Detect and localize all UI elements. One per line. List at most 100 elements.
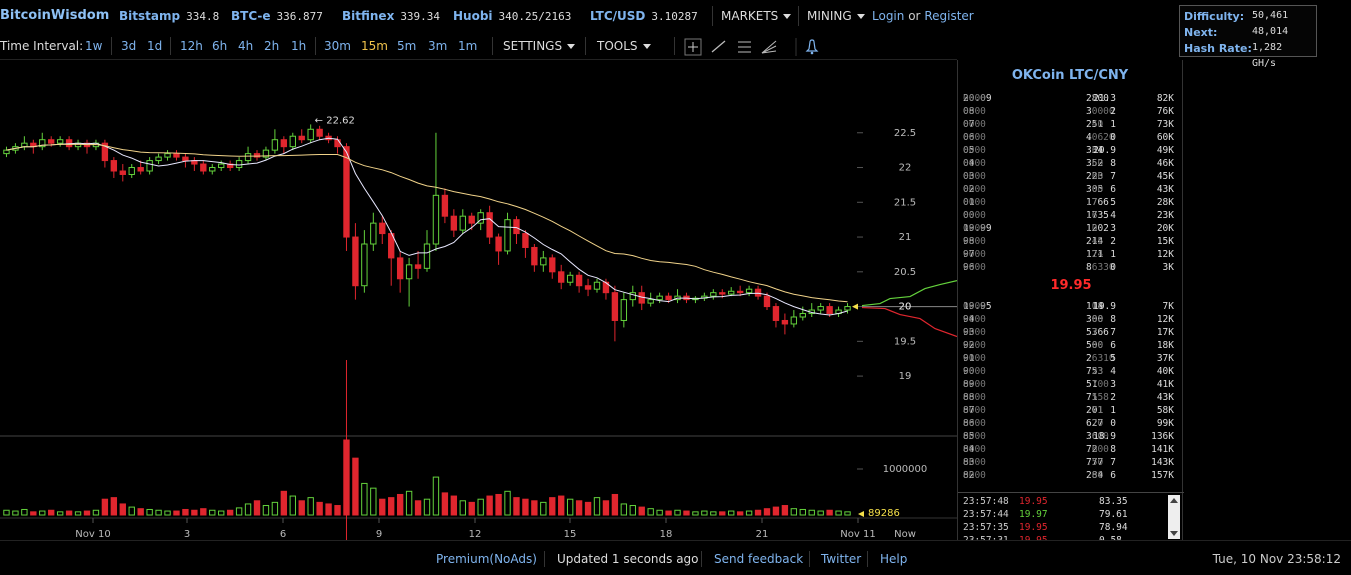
- bid-row[interactable]: 93 0000 5366.7 7 17K: [963, 327, 1174, 338]
- bid-row[interactable]: 83 0000 777.50 7 143K: [963, 457, 1174, 468]
- ask-row[interactable]: 19.99 0000 1202.0 3 20K: [963, 223, 1174, 234]
- tools-menu[interactable]: TOOLS: [597, 39, 651, 53]
- site-logo[interactable]: BitcoinWisdom: [0, 8, 110, 23]
- recent-trades[interactable]: 23:57:48 19.95 83.35 23:57:44 19.97 79.61 23:5…: [958, 492, 1184, 540]
- candle-body: [495, 236, 502, 252]
- bid-row[interactable]: 92 0000 500.80 6 18K: [963, 340, 1174, 351]
- interval-6h[interactable]: 6h: [212, 39, 228, 53]
- interval-4h[interactable]: 4h: [238, 39, 254, 53]
- ask-row[interactable]: 06 0000 4.0620 0 60K: [963, 132, 1174, 143]
- bid-row[interactable]: 82 0000 284.60 6 157K: [963, 470, 1174, 481]
- markets-menu[interactable]: MARKETS: [721, 9, 792, 23]
- interval-3m[interactable]: 3m: [428, 39, 448, 53]
- ask-row[interactable]: 08 0000 3.0000 2 76K: [963, 106, 1174, 117]
- volume-bar: [575, 500, 583, 516]
- volume-bar: [495, 493, 502, 516]
- help-link[interactable]: Help: [880, 552, 908, 566]
- ask-row[interactable]: 04 0000 352.60 8 46K: [963, 158, 1174, 169]
- ticker-huobi[interactable]: Huobi 340.25/2163: [453, 9, 572, 23]
- price-tick-label: 22: [899, 163, 912, 174]
- volume-bar: [414, 500, 422, 516]
- crosshair-icon[interactable]: [684, 38, 702, 56]
- interval-1m[interactable]: 1m: [458, 39, 478, 53]
- login-link[interactable]: Login: [872, 9, 905, 23]
- interval-2h[interactable]: 2h: [264, 39, 280, 53]
- premium-link[interactable]: Premium(NoAds): [436, 552, 537, 566]
- time-tick-label: 15: [564, 529, 577, 540]
- ask-row[interactable]: 20.09 0000 2800.3 21.3 82K: [963, 93, 1174, 104]
- bid-row[interactable]: 94 0000 300.88 8 12K: [963, 314, 1174, 325]
- bell-icon[interactable]: [805, 39, 819, 55]
- bid-row[interactable]: 19.95 0000 114.08 19.9 7K: [963, 301, 1174, 312]
- feedback-link[interactable]: Send feedback: [714, 552, 804, 566]
- interval-1w[interactable]: 1w: [85, 39, 103, 53]
- difficulty-value: 50,461: [1252, 10, 1289, 21]
- volume-bar: [486, 495, 493, 516]
- volume-bar: [441, 492, 449, 516]
- fan-tool-icon[interactable]: [761, 40, 777, 54]
- interval-1h[interactable]: 1h: [291, 39, 307, 53]
- ask-row[interactable]: 97 0000 171.24 1 12K: [963, 249, 1174, 260]
- ask-row[interactable]: 96 0000 8.6330 0 3K: [963, 262, 1174, 273]
- line-tool-icon[interactable]: [711, 40, 726, 53]
- interval-1d[interactable]: 1d: [147, 39, 163, 53]
- ask-row[interactable]: 01 0000 1766.7 5 28K: [963, 197, 1174, 208]
- volume-bar: [21, 508, 28, 516]
- bid-row[interactable]: 88 0000 71.558 2 43K: [963, 392, 1174, 403]
- volume-bar: [629, 505, 636, 516]
- interval-15m[interactable]: 15m: [361, 39, 388, 53]
- ticker-bitstamp[interactable]: Bitstamp 334.8: [119, 9, 220, 23]
- twitter-link[interactable]: Twitter: [821, 552, 862, 566]
- ticker-bitfinex[interactable]: Bitfinex 339.34: [342, 9, 441, 23]
- trades-scrollbar[interactable]: [1168, 495, 1180, 539]
- ask-row[interactable]: 98 0000 214.45 2 15K: [963, 236, 1174, 247]
- candle-body: [781, 319, 789, 325]
- ma-slow-line: [6, 143, 848, 303]
- bid-row[interactable]: 86 0000 627.70 0 99K: [963, 418, 1174, 429]
- bid-total: 41K: [1156, 379, 1174, 390]
- ask-row[interactable]: 07 0000 251.40 1 73K: [963, 119, 1174, 130]
- bid-sum: 3: [1110, 379, 1116, 390]
- register-link[interactable]: Register: [924, 9, 974, 23]
- interval-3d[interactable]: 3d: [121, 39, 137, 53]
- volume-bar: [584, 501, 592, 516]
- mining-menu[interactable]: MINING: [807, 9, 865, 23]
- ask-total: 28K: [1156, 197, 1174, 208]
- order-book-title[interactable]: OKCoin LTC/CNY: [1011, 68, 1129, 83]
- bid-row[interactable]: 85 0000 36.600 18.9 136K: [963, 431, 1174, 442]
- bid-row[interactable]: 87 0000 201.71 1 58K: [963, 405, 1174, 416]
- ask-row[interactable]: 03 0000 223.60 7 45K: [963, 171, 1174, 182]
- volume-bar: [808, 509, 815, 516]
- interval-12h[interactable]: 12h: [180, 39, 203, 53]
- interval-30m[interactable]: 30m: [324, 39, 351, 53]
- scroll-down-icon[interactable]: [1170, 531, 1178, 536]
- candle-body: [3, 149, 10, 155]
- volume-bar: [128, 506, 135, 516]
- bid-total: 99K: [1156, 418, 1174, 429]
- price-chart[interactable]: 22.5 22 21.5 21 20.5 20 19.5 19 1000000 ← 22.62 20…: [0, 60, 957, 540]
- ticker-btce[interactable]: BTC-e 336.877: [231, 9, 323, 23]
- bid-row[interactable]: 90 0000 753.23 4 40K: [963, 366, 1174, 377]
- volume-bar: [754, 509, 762, 516]
- ask-sum: 20.9: [1093, 145, 1116, 156]
- candle-body: [844, 306, 851, 311]
- bid-row[interactable]: 91 0000 2.6310 5 37K: [963, 353, 1174, 364]
- bid-total: 143K: [1151, 457, 1174, 468]
- bid-total: 157K: [1151, 470, 1174, 481]
- candle-body: [39, 139, 46, 148]
- current-volume-label: 89286: [868, 508, 900, 519]
- ask-total: 60K: [1156, 132, 1174, 143]
- scroll-up-icon[interactable]: [1170, 498, 1178, 503]
- horizontal-lines-icon[interactable]: [738, 41, 751, 53]
- candle-body: [316, 128, 323, 137]
- volume-bar: [307, 497, 314, 516]
- bid-row[interactable]: 84 0000 72.600 8 141K: [963, 444, 1174, 455]
- bid-row[interactable]: 89 0000 51.700 3 41K: [963, 379, 1174, 390]
- ask-total: 73K: [1156, 119, 1174, 130]
- ask-row[interactable]: 05 0000 334.61 20.9 49K: [963, 145, 1174, 156]
- interval-5m[interactable]: 5m: [397, 39, 417, 53]
- settings-menu[interactable]: SETTINGS: [503, 39, 576, 53]
- ticker-ltc-usd[interactable]: LTC/USD 3.10287: [590, 9, 698, 23]
- ask-row[interactable]: 02 0000 305.60 6 43K: [963, 184, 1174, 195]
- ask-row[interactable]: 00 0000 1735.6 4 23K: [963, 210, 1174, 221]
